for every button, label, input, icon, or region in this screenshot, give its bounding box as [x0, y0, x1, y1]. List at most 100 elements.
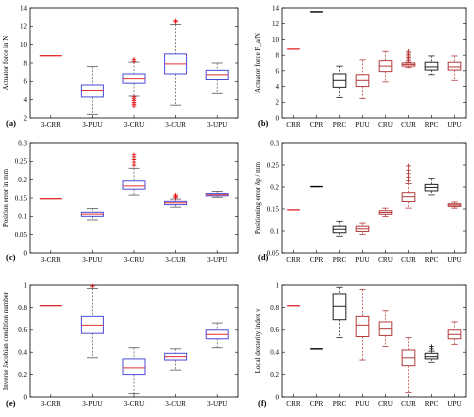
- y-axis-label: Actuator force F_a/N: [254, 33, 262, 93]
- iqr-box: [424, 352, 439, 360]
- box-3-CUR: [164, 192, 188, 208]
- y-axis-label: Inverse Jacobian condition number: [2, 291, 10, 390]
- y-tick-label: 14: [272, 4, 280, 12]
- box-3-CRU: [122, 152, 146, 196]
- x-tick-label: PRC: [333, 256, 347, 264]
- x-tick-label: PRC: [333, 121, 347, 129]
- box-3-CUR: [164, 18, 188, 106]
- x-tick-label: 3-CRU: [124, 121, 146, 129]
- y-tick-label: 0.6: [18, 326, 27, 334]
- y-tick-label: 0.05: [15, 231, 28, 239]
- box-CUR: [401, 49, 416, 69]
- y-tick-label: 12: [20, 23, 28, 31]
- y-tick-label: 14: [20, 4, 28, 12]
- y-axis-label: Local dexterity index ν: [254, 309, 262, 374]
- outlier-marker: [131, 103, 137, 109]
- y-tick-label: 0.6: [270, 326, 279, 334]
- box-3-PUU: [80, 208, 104, 221]
- box-CRU: [378, 207, 393, 217]
- x-tick-label: 3-UPU: [207, 400, 228, 408]
- y-tick-label: 0.25: [267, 161, 280, 169]
- plot-frame: [29, 284, 239, 398]
- y-tick-label: 10: [272, 36, 280, 44]
- y-tick-label: 0.3: [270, 139, 279, 147]
- panel-label: (a): [6, 118, 16, 128]
- y-tick-label: 0: [24, 393, 28, 401]
- panel-label: (f): [258, 398, 267, 408]
- outlier-marker: [406, 49, 411, 54]
- x-tick-label: 3-CRR: [41, 256, 62, 264]
- box-PRC: [332, 286, 347, 339]
- y-tick-label: 0.05: [267, 249, 280, 257]
- y-tick-label: 12: [272, 20, 280, 28]
- x-tick-label: 3-CRR: [41, 400, 62, 408]
- box-PRC: [332, 65, 347, 98]
- y-tick-label: 0.8: [18, 304, 27, 312]
- panel-b: 0 2 4 6 8 10 12 14 Actuator force F_a/N CRR CPR PRC…: [254, 4, 467, 129]
- y-tick-label: 0: [276, 393, 280, 401]
- y-tick-label: 1: [24, 281, 28, 289]
- y-tick-label: 0.2: [18, 371, 27, 379]
- x-tick-label: CRR: [286, 121, 301, 129]
- panel-label: (b): [258, 118, 269, 128]
- x-tick-label: PRC: [333, 400, 347, 408]
- panel-label: (d): [258, 252, 269, 262]
- y-axis-label: Positioning error δp / mm: [254, 161, 262, 234]
- x-tick-label: RPC: [425, 121, 439, 129]
- y-tick-label: 0.2: [18, 176, 27, 184]
- outlier-marker: [90, 283, 95, 289]
- y-tick-label: 4: [24, 96, 28, 104]
- iqr-box: [355, 315, 370, 338]
- y-axis-label: Actuator force in N: [2, 36, 10, 91]
- panel-c: 0 0.05 0.1 0.15 0.2 0.25 0.3 Position error in …: [2, 139, 239, 264]
- box-3-PUU: [80, 283, 104, 359]
- y-tick-label: 0: [276, 114, 280, 122]
- outlier-marker: [429, 344, 434, 349]
- y-tick-label: 0.15: [15, 194, 28, 202]
- x-tick-label: PUU: [355, 400, 370, 408]
- iqr-box: [424, 61, 439, 71]
- x-tick-label: PUU: [355, 256, 370, 264]
- box-PUU: [355, 289, 370, 361]
- box-3-CRU: [122, 57, 146, 109]
- x-tick-label: 3-CRR: [41, 121, 62, 129]
- y-tick-label: 0.4: [270, 349, 279, 357]
- outlier-marker: [406, 163, 411, 169]
- box-3-CUR: [164, 348, 188, 371]
- box-RPC: [424, 344, 439, 363]
- y-tick-label: 0.4: [18, 349, 27, 357]
- y-tick-label: 8: [24, 59, 28, 67]
- x-tick-label: CRU: [378, 256, 394, 264]
- x-tick-label: CUR: [401, 400, 416, 408]
- x-tick-label: RPC: [425, 256, 439, 264]
- y-tick-label: 0.1: [18, 213, 27, 221]
- x-tick-label: UPU: [447, 256, 462, 264]
- outlier-marker: [173, 18, 178, 24]
- outlier-marker: [131, 152, 137, 157]
- y-tick-label: 4: [276, 83, 280, 91]
- box-CRU: [378, 310, 393, 348]
- box-3-UPU: [205, 190, 229, 198]
- iqr-box: [122, 358, 146, 376]
- box-PUU: [355, 222, 370, 235]
- y-tick-label: 1: [276, 281, 280, 289]
- plot-frame: [281, 142, 467, 254]
- y-tick-label: 10: [20, 41, 28, 49]
- panel-d: 0.05 0.1 0.15 0.2 0.25 0.3 Positioning error δ…: [254, 139, 467, 264]
- panel-a: 2 4 6 8 10 12 14 Actuator force in N 3-CRR 3-PUU 3…: [2, 4, 239, 129]
- x-tick-label: CPR: [310, 400, 324, 408]
- x-tick-label: CUR: [401, 121, 416, 129]
- y-tick-label: 2: [276, 99, 280, 107]
- x-tick-label: CPR: [310, 121, 324, 129]
- box-CRU: [378, 50, 393, 83]
- box-RPC: [424, 178, 439, 196]
- panel-label: (c): [6, 252, 16, 262]
- x-tick-label: PUU: [355, 121, 370, 129]
- box-3-UPU: [205, 322, 229, 349]
- box-PRC: [332, 220, 347, 237]
- x-tick-label: 3-UPU: [207, 121, 228, 129]
- box-3-CRU: [122, 347, 146, 395]
- x-tick-label: 3-CUR: [165, 256, 186, 264]
- x-tick-label: 3-PUU: [82, 256, 103, 264]
